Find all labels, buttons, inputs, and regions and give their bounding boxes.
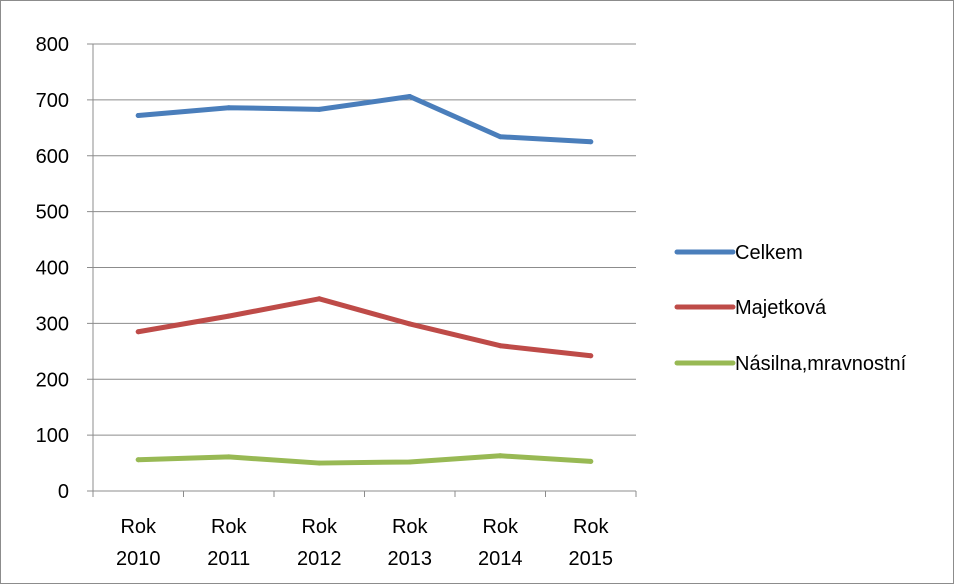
legend: Celkem Majetková Násilna,mravnostní bbox=[674, 242, 907, 375]
x-tick-label: Rok 2012 bbox=[297, 516, 342, 570]
data-point bbox=[316, 296, 322, 302]
x-tick-label: Rok 2015 bbox=[569, 516, 614, 570]
data-point bbox=[135, 329, 141, 335]
x-tick-label-line: Rok bbox=[573, 516, 610, 538]
series-lines bbox=[135, 94, 594, 466]
x-tick-label-line: 2014 bbox=[478, 548, 523, 570]
data-point bbox=[588, 353, 594, 359]
y-tick-label: 100 bbox=[36, 425, 69, 447]
data-point bbox=[316, 106, 322, 112]
data-point bbox=[407, 459, 413, 465]
data-point bbox=[226, 313, 232, 319]
x-tick-label-line: 2015 bbox=[569, 548, 614, 570]
series-line-1 bbox=[135, 296, 594, 359]
x-tick-label-line: Rok bbox=[211, 516, 248, 538]
y-tick-label: 400 bbox=[36, 258, 69, 280]
x-tick-label-line: Rok bbox=[120, 516, 157, 538]
data-point bbox=[407, 321, 413, 327]
legend-label: Násilna,mravnostní bbox=[735, 353, 907, 375]
x-tick-label-line: 2013 bbox=[388, 548, 433, 570]
x-tick-label-line: Rok bbox=[482, 516, 519, 538]
x-tick-label-line: 2011 bbox=[207, 548, 250, 570]
axes bbox=[87, 43, 637, 497]
series-line-2 bbox=[135, 453, 594, 466]
x-tick-label-line: 2010 bbox=[116, 548, 161, 570]
data-point bbox=[588, 458, 594, 464]
y-tick-label: 500 bbox=[36, 202, 69, 224]
y-tick-label: 600 bbox=[36, 146, 69, 168]
data-point bbox=[497, 453, 503, 459]
x-tick-label: Rok 2014 bbox=[478, 516, 523, 570]
y-tick-label: 0 bbox=[58, 481, 69, 503]
y-tick-label: 800 bbox=[36, 34, 69, 56]
data-point bbox=[135, 457, 141, 463]
data-point bbox=[497, 134, 503, 140]
x-tick-label: Rok 2010 bbox=[116, 516, 161, 570]
y-tick-label: 200 bbox=[36, 369, 69, 391]
x-tick-label-line: 2012 bbox=[297, 548, 342, 570]
x-tick-label: Rok 2013 bbox=[388, 516, 433, 570]
data-point bbox=[316, 460, 322, 466]
y-tick-label: 700 bbox=[36, 90, 69, 112]
x-tick-label-line: Rok bbox=[392, 516, 429, 538]
data-point bbox=[588, 139, 594, 145]
legend-label: Majetková bbox=[735, 297, 827, 319]
y-tick-label: 300 bbox=[36, 313, 69, 335]
data-point bbox=[226, 105, 232, 111]
data-point bbox=[135, 113, 141, 119]
legend-item: Majetková bbox=[674, 297, 827, 319]
legend-label: Celkem bbox=[735, 242, 803, 264]
data-point bbox=[407, 94, 413, 100]
legend-item: Celkem bbox=[674, 242, 803, 264]
legend-item: Násilna,mravnostní bbox=[674, 353, 907, 375]
series-line-0 bbox=[135, 94, 594, 145]
data-point bbox=[497, 343, 503, 349]
x-tick-label: Rok 2011 bbox=[207, 516, 250, 570]
data-point bbox=[226, 454, 232, 460]
x-tick-label-line: Rok bbox=[301, 516, 338, 538]
